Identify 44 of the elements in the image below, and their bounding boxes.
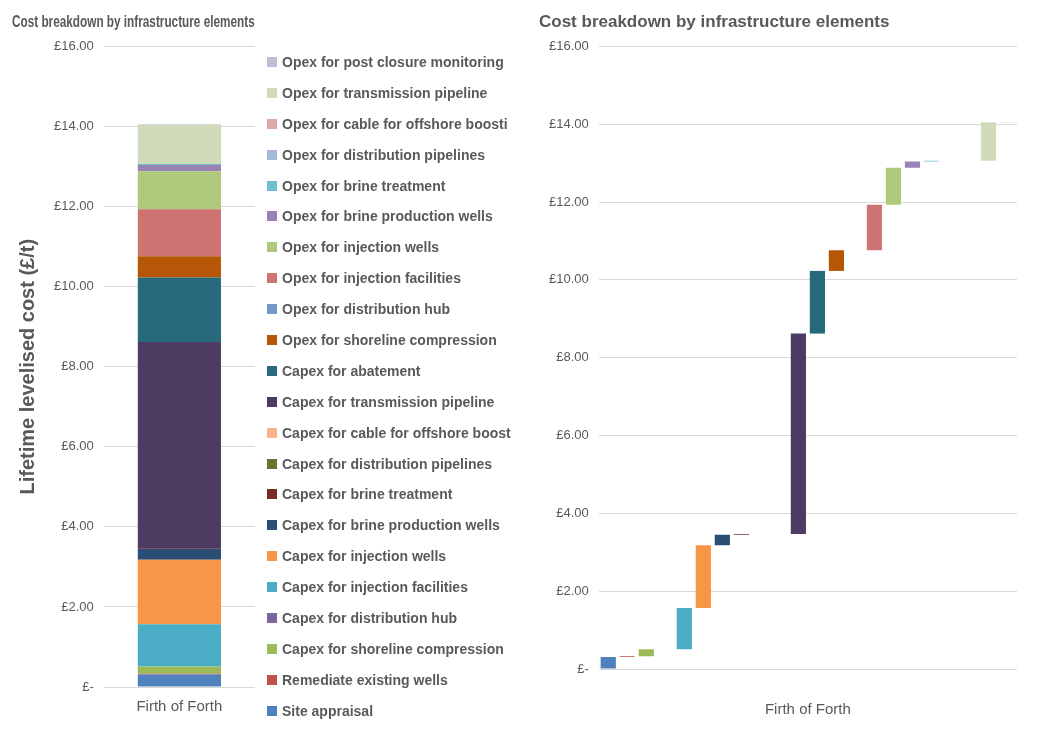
- y-tick-label: £2.00: [61, 598, 94, 614]
- legend-label: Opex for injection wells: [282, 239, 440, 256]
- y-tick-label: £4.00: [556, 504, 589, 520]
- y-tick-label: £10.00: [549, 271, 589, 287]
- legend-label: Capex for brine production wells: [282, 517, 500, 534]
- legend-label: Capex for injection facilities: [282, 579, 468, 596]
- legend-label: Capex for injection wells: [282, 548, 447, 565]
- y-axis-title: Lifetime levelised cost (£/t): [15, 238, 38, 495]
- y-tick-label: £14.00: [54, 118, 94, 134]
- legend-label: Opex for brine production wells: [282, 208, 493, 225]
- chart-title: Cost breakdown by infrastructure elements: [539, 11, 890, 31]
- legend-label: Capex for distribution pipelines: [282, 455, 493, 472]
- legend-label: Capex for transmission pipeline: [282, 393, 495, 410]
- legend-label: Remediate existing wells: [282, 671, 448, 688]
- legend-label: Opex for transmission pipeline: [282, 84, 488, 101]
- legend-label: Opex for shoreline compression: [282, 332, 497, 349]
- chart-title: Cost breakdown by infrastructure elements: [12, 11, 255, 31]
- y-tick-label: £-: [577, 660, 589, 676]
- y-tick-label: £10.00: [54, 278, 94, 294]
- y-tick-label: £16.00: [549, 37, 589, 53]
- y-tick-label: £8.00: [61, 358, 94, 374]
- legend-label: Capex for cable for offshore boost: [282, 424, 511, 441]
- y-tick-label: £12.00: [54, 198, 94, 214]
- y-tick-label: £-: [82, 678, 94, 694]
- legend-label: Opex for distribution hub: [282, 301, 450, 318]
- legend-label: Opex for injection facilities: [282, 270, 461, 287]
- y-tick-label: £8.00: [556, 349, 589, 365]
- y-tick-label: £16.00: [54, 37, 94, 53]
- legend-label: Capex for distribution hub: [282, 610, 457, 627]
- legend-label: Opex for distribution pipelines: [282, 146, 486, 163]
- y-tick-label: £12.00: [549, 193, 589, 209]
- legend-label: Capex for shoreline compression: [282, 640, 504, 657]
- y-tick-label: £14.00: [549, 115, 589, 131]
- y-tick-label: £2.00: [556, 582, 589, 598]
- legend-label: Capex for abatement: [282, 362, 421, 379]
- legend-label: Opex for post closure monitoring: [282, 54, 504, 70]
- y-tick-label: £6.00: [61, 438, 94, 454]
- y-tick-label: £6.00: [556, 427, 589, 443]
- legend-label: Opex for brine treatment: [282, 177, 446, 194]
- legend-label: Capex for brine treatment: [282, 486, 453, 503]
- y-tick-label: £4.00: [61, 518, 94, 534]
- legend-label: Site appraisal: [282, 702, 374, 719]
- legend-label: Opex for cable for offshore boosti: [282, 115, 508, 132]
- x-axis-title: Firth of Forth: [764, 700, 851, 718]
